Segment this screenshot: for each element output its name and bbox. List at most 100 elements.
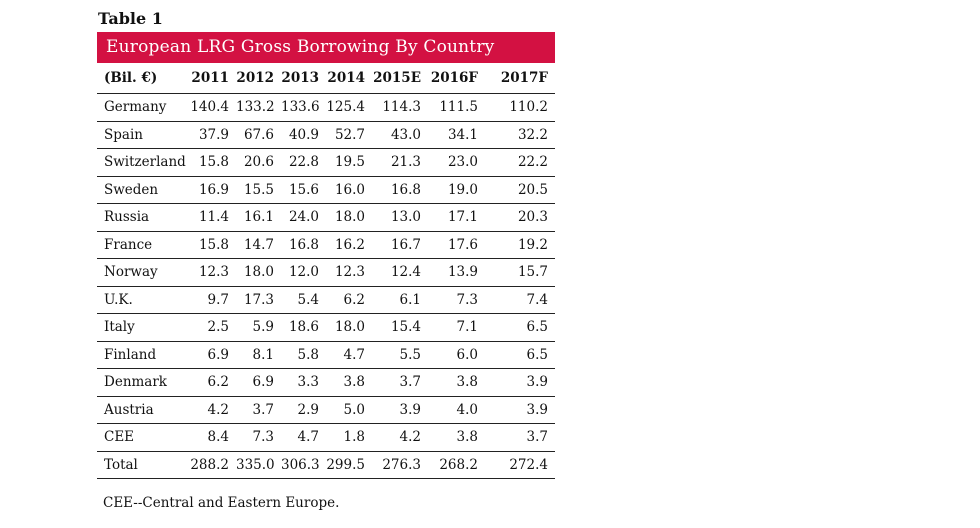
country-cell: U.K. [97,286,186,314]
value-cell: 2.9 [281,396,326,424]
value-cell: 3.8 [428,368,485,397]
value-cell: 67.6 [236,121,281,149]
table-row: U.K. 9.7 17.3 5.4 6.2 6.1 7.3 7.4 [97,286,555,314]
value-cell: 22.2 [485,148,555,177]
value-cell: 6.0 [428,341,485,369]
value-cell: 20.5 [485,176,555,204]
value-cell: 7.1 [428,313,485,342]
table-row: Russia 11.4 16.1 24.0 18.0 13.0 17.1 20.3 [97,203,555,232]
value-cell: 16.8 [281,231,326,259]
value-cell: 16.7 [372,231,428,259]
table-row: Switzerland 15.8 20.6 22.8 19.5 21.3 23.0 22.2 [97,148,555,177]
value-cell: 15.6 [281,176,326,204]
borrowing-table: (Bil. €) 2011 2012 2013 2014 2015E 2016F 2017F … [97,63,555,479]
value-cell: 15.4 [372,313,428,342]
country-cell: CEE [97,423,186,452]
total-row: Total 288.2 335.0 306.3 299.5 276.3 268.2 272.4 [97,451,555,479]
column-header-2017f: 2017F [485,63,555,94]
value-cell: 12.3 [186,258,236,287]
value-cell: 7.3 [428,286,485,314]
table-row: Norway 12.3 18.0 12.0 12.3 12.4 13.9 15.7 [97,258,555,287]
value-cell: 306.3 [281,451,326,479]
value-cell: 19.0 [428,176,485,204]
value-cell: 272.4 [485,451,555,479]
column-header-2015e: 2015E [372,63,428,94]
table-row: CEE 8.4 7.3 4.7 1.8 4.2 3.8 3.7 [97,423,555,452]
value-cell: 17.6 [428,231,485,259]
value-cell: 16.2 [326,231,372,259]
value-cell: 6.9 [186,341,236,369]
value-cell: 114.3 [372,93,428,122]
value-cell: 12.4 [372,258,428,287]
value-cell: 18.0 [236,258,281,287]
column-header-2013: 2013 [281,63,326,94]
value-cell: 23.0 [428,148,485,177]
value-cell: 15.8 [186,231,236,259]
value-cell: 3.8 [326,368,372,397]
value-cell: 12.0 [281,258,326,287]
value-cell: 16.0 [326,176,372,204]
value-cell: 7.3 [236,423,281,452]
value-cell: 16.9 [186,176,236,204]
value-cell: 268.2 [428,451,485,479]
country-cell: Finland [97,341,186,369]
value-cell: 17.3 [236,286,281,314]
value-cell: 34.1 [428,121,485,149]
value-cell: 15.7 [485,258,555,287]
column-header-2014: 2014 [326,63,372,94]
value-cell: 20.3 [485,203,555,232]
value-cell: 6.5 [485,313,555,342]
value-cell: 4.2 [186,396,236,424]
value-cell: 12.3 [326,258,372,287]
value-cell: 5.4 [281,286,326,314]
value-cell: 6.5 [485,341,555,369]
footnote: CEE--Central and Eastern Europe. [103,495,340,511]
value-cell: 276.3 [372,451,428,479]
value-cell: 8.1 [236,341,281,369]
value-cell: 4.7 [281,423,326,452]
country-cell: Denmark [97,368,186,397]
value-cell: 110.2 [485,93,555,122]
value-cell: 7.4 [485,286,555,314]
value-cell: 24.0 [281,203,326,232]
value-cell: 6.9 [236,368,281,397]
value-cell: 8.4 [186,423,236,452]
table-row: France 15.8 14.7 16.8 16.2 16.7 17.6 19.2 [97,231,555,259]
column-header-2011: 2011 [186,63,236,94]
value-cell: 140.4 [186,93,236,122]
value-cell: 14.7 [236,231,281,259]
table-row: Germany 140.4 133.2 133.6 125.4 114.3 111.5 110… [97,93,555,122]
country-cell: Austria [97,396,186,424]
value-cell: 4.2 [372,423,428,452]
value-cell: 16.1 [236,203,281,232]
value-cell: 15.5 [236,176,281,204]
value-cell: 288.2 [186,451,236,479]
value-cell: 6.1 [372,286,428,314]
value-cell: 6.2 [326,286,372,314]
value-cell: 40.9 [281,121,326,149]
value-cell: 18.6 [281,313,326,342]
value-cell: 21.3 [372,148,428,177]
country-cell: Italy [97,313,186,342]
table-row: Italy 2.5 5.9 18.6 18.0 15.4 7.1 6.5 [97,313,555,342]
value-cell: 3.7 [372,368,428,397]
value-cell: 13.9 [428,258,485,287]
column-header-unit: (Bil. €) [97,63,186,94]
table-caption: Table 1 [98,9,163,28]
value-cell: 133.6 [281,93,326,122]
value-cell: 1.8 [326,423,372,452]
value-cell: 5.8 [281,341,326,369]
value-cell: 111.5 [428,93,485,122]
table-body: Germany 140.4 133.2 133.6 125.4 114.3 111.5 110… [97,93,555,479]
value-cell: 3.9 [485,396,555,424]
table-title: European LRG Gross Borrowing By Country [97,32,555,63]
country-cell: Switzerland [97,148,186,177]
value-cell: 5.5 [372,341,428,369]
table-row: Austria 4.2 3.7 2.9 5.0 3.9 4.0 3.9 [97,396,555,424]
value-cell: 15.8 [186,148,236,177]
value-cell: 43.0 [372,121,428,149]
table-row: Sweden 16.9 15.5 15.6 16.0 16.8 19.0 20.5 [97,176,555,204]
value-cell: 22.8 [281,148,326,177]
value-cell: 133.2 [236,93,281,122]
table-row: Spain 37.9 67.6 40.9 52.7 43.0 34.1 32.2 [97,121,555,149]
